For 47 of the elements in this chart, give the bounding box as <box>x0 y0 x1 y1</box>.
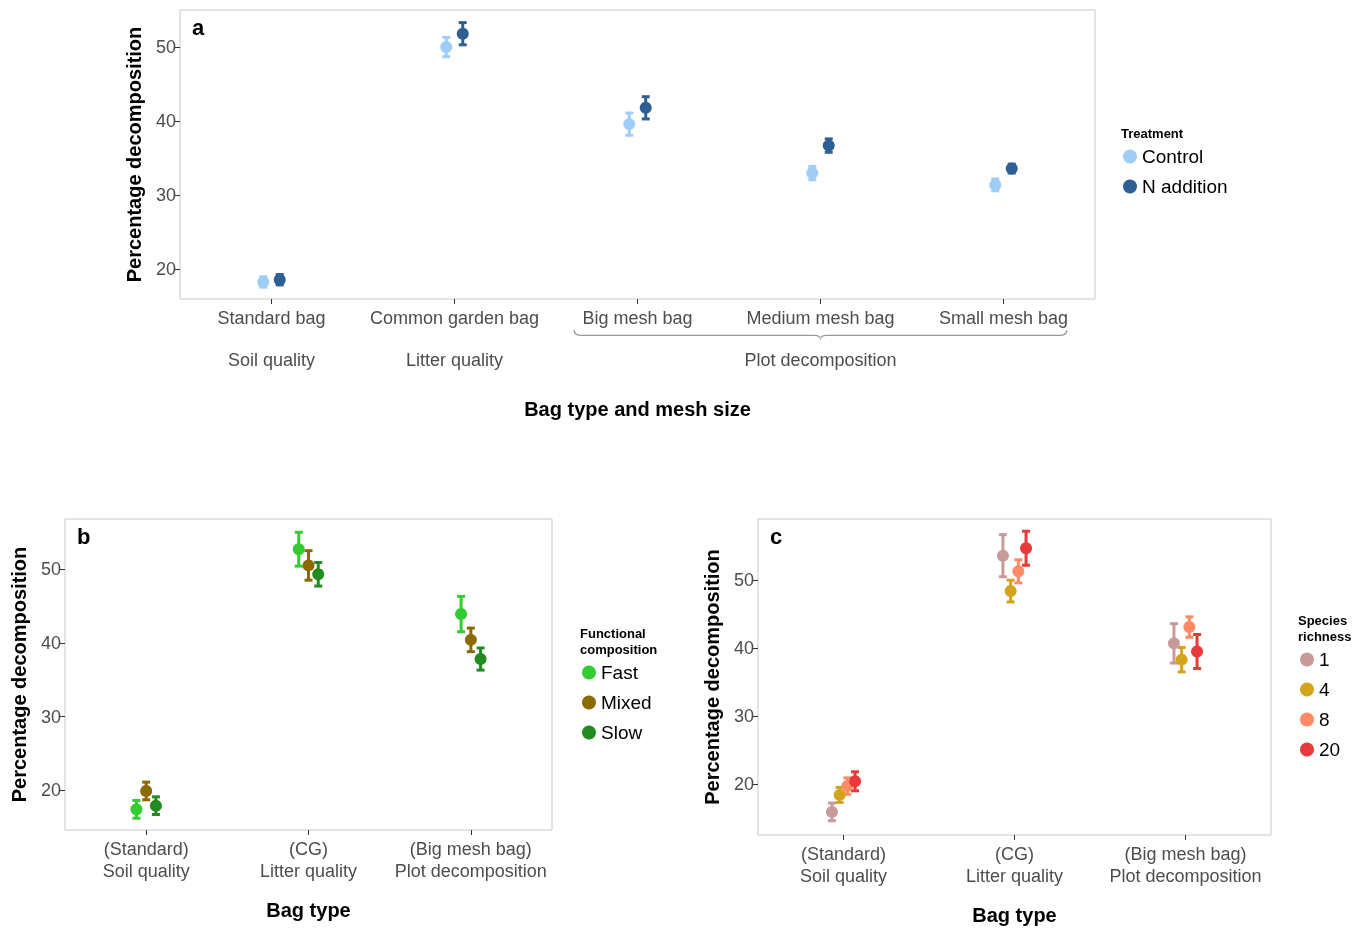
text: Plot decomposition <box>744 350 897 370</box>
legend-title: Species richness <box>1298 612 1352 644</box>
x-tick-label: (Big mesh bag) Plot decomposition <box>1109 844 1262 886</box>
y-tick-label: 50 <box>155 37 176 58</box>
y-axis-title: Percentage decomposition <box>8 546 30 803</box>
y-tick-label: 40 <box>40 632 61 653</box>
y-tick-label: 40 <box>733 638 754 659</box>
legend-label: 20 <box>1319 739 1341 760</box>
legend-label: Fast <box>601 662 639 683</box>
annotation: a <box>192 14 205 40</box>
legend-label: 8 <box>1319 709 1330 730</box>
x-axis-title: Bag type <box>266 899 351 921</box>
y-tick-label: 20 <box>733 774 754 795</box>
y-tick-label: 50 <box>40 559 61 580</box>
y-tick-label: 20 <box>40 780 61 801</box>
text: Soil quality <box>227 350 316 370</box>
y-tick-label: 20 <box>155 259 176 280</box>
x-tick-label: (CG) Litter quality <box>965 844 1064 886</box>
x-tick-label: (Standard) Soil quality <box>102 839 190 881</box>
legend-label: Mixed <box>601 692 652 713</box>
x-tick-label: Big mesh bag <box>582 308 693 328</box>
x-tick-label: (Standard) Soil quality <box>799 844 888 886</box>
legend-title: Functional composition <box>580 625 658 657</box>
legend-label: Slow <box>601 722 643 743</box>
legend-label: Control <box>1142 146 1204 167</box>
annotation: b <box>77 523 91 549</box>
legend-label: 1 <box>1319 649 1330 670</box>
x-tick-label: (CG) Litter quality <box>259 839 358 881</box>
y-axis-title: Percentage decomposition <box>123 26 145 283</box>
y-tick-label: 50 <box>733 570 754 591</box>
x-tick-label: (Big mesh bag) Plot decomposition <box>394 839 547 881</box>
x-axis-title: Bag type <box>972 904 1057 926</box>
y-tick-label: 30 <box>155 185 176 206</box>
legend-label: 4 <box>1319 679 1330 700</box>
legend-label: N addition <box>1142 176 1228 197</box>
y-tick-label: 30 <box>40 706 61 727</box>
x-tick-label: Standard bag <box>217 308 326 328</box>
legend-title: Treatment <box>1121 125 1184 141</box>
x-tick-label: Small mesh bag <box>938 308 1069 328</box>
x-axis-title: Bag type and mesh size <box>524 398 751 420</box>
text: Litter quality <box>405 350 504 370</box>
y-tick-label: 30 <box>733 706 754 727</box>
x-tick-label: Medium mesh bag <box>746 308 895 328</box>
y-axis-title: Percentage decomposition <box>701 549 723 805</box>
annotation: c <box>770 523 783 549</box>
y-tick-label: 40 <box>155 111 176 132</box>
x-tick-label: Common garden bag <box>369 308 540 328</box>
